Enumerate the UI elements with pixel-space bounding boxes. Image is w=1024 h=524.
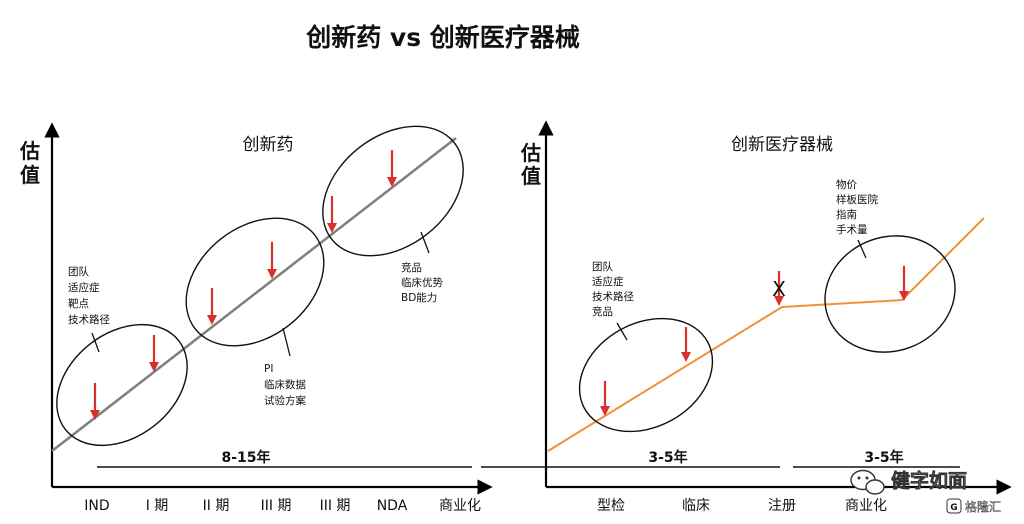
- watermark-text: 健字如面: [891, 469, 967, 492]
- drug-note-left-3: 靶点: [68, 297, 89, 310]
- drug-note-middle-1: PI: [264, 363, 273, 375]
- drug-down-arrow-3: [207, 288, 217, 325]
- device-subtitle: 创新医疗器械: [731, 135, 833, 155]
- device-leader-right: [857, 239, 867, 259]
- svg-text:G: G: [950, 503, 957, 513]
- watermark-secondary: 格隆汇: [965, 499, 1001, 514]
- device-note-left-1: 团队: [592, 260, 613, 273]
- drug-x-tick-commercial: 商业化: [439, 498, 481, 514]
- drug-note-middle: PI 临床数据 试验方案: [264, 363, 306, 407]
- drug-stage-ellipse-2: [185, 217, 325, 347]
- drug-leader-right: [420, 231, 430, 254]
- device-down-arrow-4: [899, 266, 909, 301]
- glh-logo-icon: G: [946, 498, 962, 514]
- drug-down-arrow-6: [387, 150, 397, 187]
- device-registration-x-mark: X: [772, 277, 786, 301]
- device-note-right-2: 样板医院: [836, 193, 878, 206]
- device-down-arrow-1: [600, 381, 610, 416]
- drug-x-tick-phase1: I 期: [146, 498, 169, 514]
- drug-down-arrow-4: [267, 242, 277, 279]
- device-note-left-2: 适应症: [592, 275, 624, 288]
- drug-note-middle-3: 试验方案: [264, 394, 306, 407]
- drug-x-tick-phase3a: III 期: [261, 498, 292, 514]
- device-note-right-1: 物价: [836, 178, 857, 191]
- device-note-right: 物价 样板医院 指南 手术量: [836, 178, 878, 236]
- drug-subtitle: 创新药: [243, 135, 294, 155]
- device-down-arrow-2: [681, 327, 691, 362]
- drug-x-tick-phase3b: III 期: [320, 498, 351, 514]
- drug-note-right-2: 临床优势: [401, 276, 443, 289]
- device-stage-ellipse-1: [578, 317, 714, 433]
- drug-stage-ellipse-3: [322, 125, 464, 257]
- drug-note-left-4: 技术路径: [68, 313, 110, 326]
- drug-y-label-2: 值: [20, 163, 40, 187]
- watermark: 健字如面 G 格隆汇: [850, 469, 1001, 514]
- drug-note-middle-2: 临床数据: [264, 378, 306, 391]
- drug-x-tick-nda: NDA: [377, 498, 408, 514]
- drug-down-arrow-1: [90, 383, 100, 420]
- drug-note-right: 竞品 临床优势 BD能力: [401, 261, 443, 304]
- drug-down-arrow-2: [149, 335, 159, 372]
- device-valuation-line: [547, 217, 985, 452]
- device-note-left-3: 技术路径: [592, 290, 634, 303]
- drug-y-label-1: 估: [19, 139, 40, 163]
- device-note-right-3: 指南: [836, 208, 857, 221]
- drug-arrows: [90, 150, 397, 420]
- drug-x-tick-phase2: II 期: [203, 498, 230, 514]
- drug-x-tick-ind: IND: [84, 498, 109, 514]
- drug-down-arrow-5: [327, 196, 337, 233]
- device-y-label-2: 值: [521, 164, 541, 188]
- device-leader-left: [616, 322, 628, 341]
- drug-note-right-3: BD能力: [401, 291, 437, 304]
- drug-note-right-1: 竞品: [401, 261, 422, 274]
- drug-note-left: 团队 适应症 靶点 技术路径: [68, 265, 110, 326]
- device-note-left-4: 竞品: [592, 305, 613, 318]
- wechat-icon: [850, 469, 885, 495]
- device-stage-ellipse-2: [824, 235, 956, 353]
- device-duration-label-1: 3-5年: [648, 449, 687, 466]
- device-x-tick-clinical: 临床: [682, 498, 710, 514]
- drug-duration-label: 8-15年: [221, 449, 270, 466]
- device-x-tick-type-test: 型检: [597, 498, 625, 514]
- device-arrows: [600, 266, 909, 416]
- main-title: 创新药 vs 创新医疗器械: [305, 23, 580, 52]
- drug-stage-ellipse-1: [56, 323, 188, 447]
- drug-note-left-2: 适应症: [68, 281, 100, 294]
- device-panel: 估 值 创新医疗器械 X 团队 适应症 技术路径 竞品 物价 样板医院: [481, 120, 1012, 514]
- device-x-tick-registration: 注册: [768, 498, 796, 514]
- drug-note-left-1: 团队: [68, 265, 89, 278]
- device-note-right-4: 手术量: [836, 223, 868, 236]
- drug-leader-middle: [282, 327, 291, 357]
- device-duration-label-2: 3-5年: [864, 449, 903, 466]
- device-down-arrow-3: [774, 271, 784, 306]
- device-y-label-1: 估: [520, 141, 541, 165]
- drug-valuation-line: [51, 137, 457, 452]
- drug-leader-left: [91, 332, 100, 353]
- device-note-left: 团队 适应症 技术路径 竞品: [592, 260, 634, 318]
- drug-panel: 估 值 创新药 团队 适应症 靶点 技术路径 PI: [19, 122, 493, 514]
- device-x-tick-commercial: 商业化: [845, 498, 887, 514]
